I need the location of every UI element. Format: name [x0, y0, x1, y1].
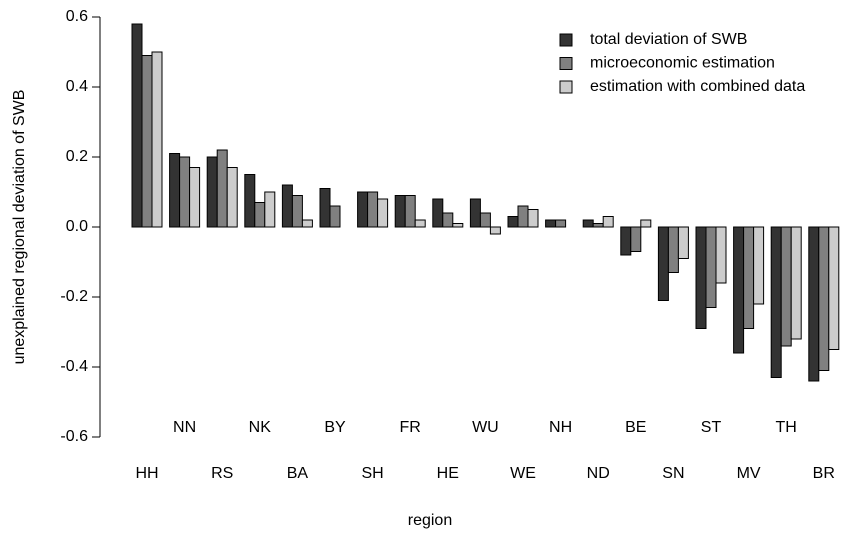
y-tick-label: 0.6	[66, 8, 88, 25]
bar	[808, 226, 820, 382]
bar	[790, 226, 802, 340]
x-tick-label: BY	[324, 419, 346, 436]
bar	[301, 219, 313, 228]
bar	[770, 226, 782, 378]
bar	[630, 226, 642, 252]
bar	[179, 156, 191, 228]
bar	[206, 156, 218, 228]
bar	[818, 226, 830, 371]
bar	[216, 149, 228, 228]
bar	[555, 219, 567, 228]
legend-swatch	[559, 57, 573, 70]
bar	[715, 226, 727, 284]
bar	[442, 212, 454, 228]
y-tick-label: -0.2	[60, 288, 88, 305]
x-tick-label: MV	[737, 465, 761, 482]
bar	[394, 195, 406, 228]
legend-label: estimation with combined data	[590, 78, 805, 95]
bar	[479, 212, 491, 228]
bar	[329, 205, 341, 228]
bar	[169, 153, 181, 228]
x-tick-label: BA	[287, 465, 309, 482]
bar	[620, 226, 632, 256]
x-tick-label: TH	[776, 419, 797, 436]
y-tick-label: -0.4	[60, 358, 88, 375]
bar	[404, 195, 416, 228]
bar	[469, 198, 481, 228]
bar	[517, 205, 529, 228]
x-tick-label: SN	[662, 465, 684, 482]
bar	[507, 216, 519, 228]
bar	[780, 226, 792, 347]
y-tick-label: 0.2	[66, 148, 88, 165]
y-axis-label: unexplained regional deviation of SWB	[11, 90, 28, 365]
bar	[281, 184, 293, 228]
bar	[705, 226, 717, 308]
bar	[733, 226, 745, 354]
bar	[677, 226, 689, 259]
x-tick-label: BE	[625, 419, 646, 436]
x-tick-label: RS	[211, 465, 233, 482]
x-tick-label: NN	[173, 419, 196, 436]
bar	[695, 226, 707, 329]
bar	[602, 216, 614, 228]
bar	[414, 219, 426, 228]
bar	[592, 223, 604, 228]
bar	[141, 55, 153, 228]
bar	[244, 174, 256, 228]
x-tick-label: NH	[549, 419, 572, 436]
legend-label: total deviation of SWB	[590, 31, 747, 48]
x-tick-label: BR	[813, 465, 835, 482]
bar	[452, 223, 464, 228]
bar	[432, 198, 444, 228]
legend-swatch	[559, 80, 573, 94]
x-tick-label: FR	[400, 419, 421, 436]
x-tick-label: HH	[135, 465, 158, 482]
bar	[489, 226, 501, 235]
bar	[743, 226, 755, 329]
bar	[319, 188, 331, 228]
bar	[582, 219, 594, 228]
bar	[667, 226, 679, 273]
y-tick-label: 0.4	[66, 78, 88, 95]
legend-label: microeconomic estimation	[590, 55, 775, 72]
bar	[357, 191, 369, 228]
bar	[377, 198, 389, 228]
legend-swatch	[559, 33, 573, 47]
bar	[254, 202, 266, 228]
x-tick-label: NK	[249, 419, 272, 436]
bar	[367, 191, 379, 228]
bar	[264, 191, 276, 228]
x-tick-label: WU	[472, 419, 499, 436]
x-tick-label: ST	[701, 419, 722, 436]
bar	[291, 195, 303, 228]
x-tick-label: ND	[587, 465, 610, 482]
bar	[640, 219, 652, 228]
x-tick-label: SH	[361, 465, 383, 482]
bar	[828, 226, 840, 350]
bar	[545, 219, 557, 228]
x-tick-label: HE	[437, 465, 459, 482]
y-tick-label: 0.0	[66, 218, 88, 235]
bar	[151, 51, 163, 228]
bar	[226, 167, 238, 228]
y-tick-label: -0.6	[60, 428, 88, 445]
x-axis-label: region	[408, 512, 452, 529]
bar	[189, 167, 201, 228]
x-tick-label: WE	[510, 465, 536, 482]
bar	[527, 209, 539, 228]
bar	[657, 226, 669, 301]
bar	[753, 226, 765, 305]
bar	[131, 23, 143, 228]
